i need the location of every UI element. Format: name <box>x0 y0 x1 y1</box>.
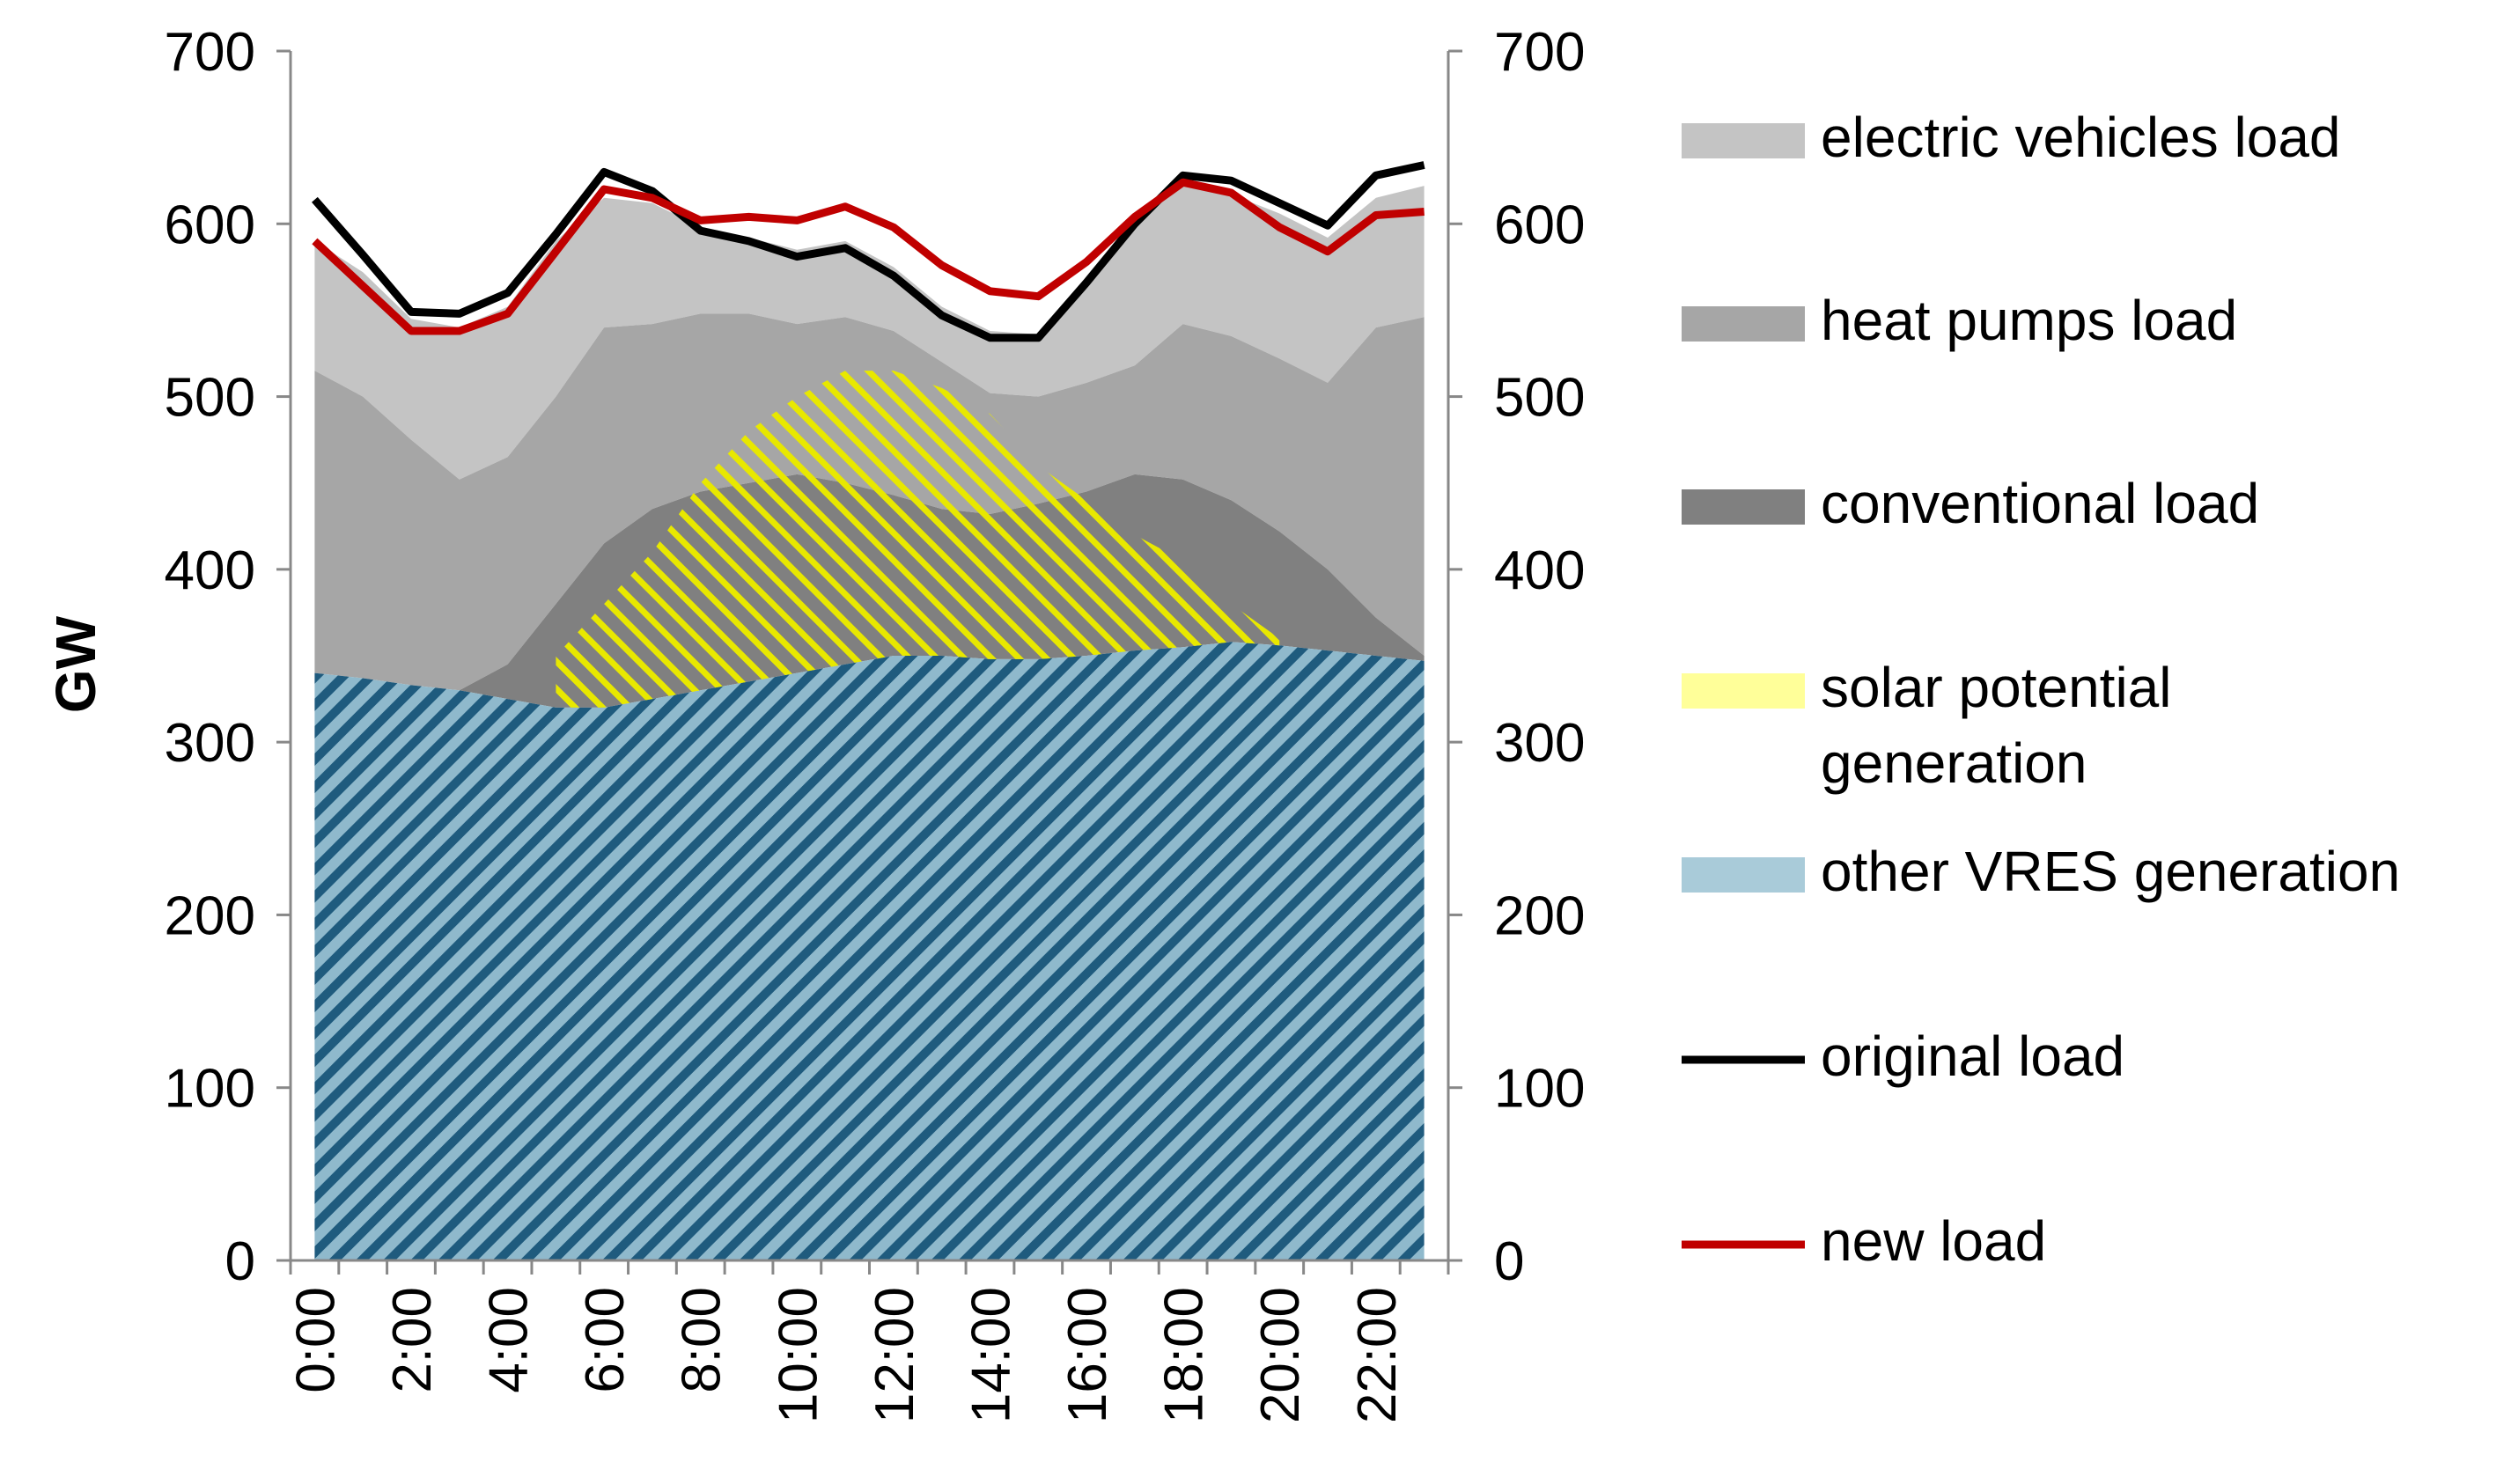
legend-item-new: new load <box>1682 1209 2046 1273</box>
y-tick-label-left: 600 <box>165 195 255 255</box>
legend: electric vehicles load heat pumps load con… <box>1682 106 2400 1273</box>
y-axis-label: GW <box>44 615 107 713</box>
y-tick-label-right: 700 <box>1494 22 1585 83</box>
legend-item-solar: solar potential generation <box>1682 656 2171 795</box>
y-tick-label-right: 100 <box>1494 1059 1585 1120</box>
y-tick-label-left: 200 <box>165 885 255 946</box>
y-tick-label-left: 700 <box>165 22 255 83</box>
x-tick-label: 22:00 <box>1347 1287 1408 1423</box>
legend-item-ev: electric vehicles load <box>1682 106 2341 169</box>
x-tick-label: 14:00 <box>961 1287 1022 1423</box>
legend-item-original: original load <box>1682 1025 2124 1088</box>
y-tick-label-left: 400 <box>165 540 255 601</box>
x-tick-label: 6:00 <box>575 1287 636 1393</box>
y-tick-label-left: 100 <box>165 1059 255 1120</box>
y-tick-label-right: 500 <box>1494 368 1585 429</box>
x-tick-label: 18:00 <box>1154 1287 1215 1423</box>
x-tick-label: 4:00 <box>479 1287 540 1393</box>
line-original-load <box>312 161 1425 342</box>
x-tick-label: 10:00 <box>768 1287 828 1423</box>
y-tick-label-right: 600 <box>1494 195 1585 255</box>
y-tick-label-right: 400 <box>1494 540 1585 601</box>
legend-item-vres: other VRES generation <box>1682 840 2400 903</box>
legend-item-hp: heat pumps load <box>1682 289 2237 352</box>
legend-swatch-ev <box>1682 123 1805 158</box>
x-tick-label: 8:00 <box>672 1287 733 1393</box>
x-tick-label: 20:00 <box>1250 1287 1311 1423</box>
plot-area <box>312 161 1425 1260</box>
legend-label-solar: generation <box>1821 731 2087 795</box>
legend-label-original: original load <box>1821 1025 2124 1088</box>
y-tick-label-right: 0 <box>1494 1231 1524 1292</box>
x-tick-label: 0:00 <box>285 1287 346 1393</box>
y-tick-label-left: 300 <box>165 713 255 774</box>
x-tick-label: 2:00 <box>382 1287 443 1393</box>
x-tick-label: 12:00 <box>865 1287 925 1423</box>
legend-swatch-conv <box>1682 489 1805 525</box>
legend-label-ev: electric vehicles load <box>1821 106 2341 169</box>
area-solar-potential-generation <box>556 371 1280 708</box>
legend-item-conv: conventional load <box>1682 472 2259 535</box>
area-other-vres-generation <box>314 642 1425 1260</box>
legend-swatch-solar <box>1682 673 1805 709</box>
line-new-load <box>312 178 1425 335</box>
legend-label-vres: other VRES generation <box>1821 840 2400 903</box>
y-tick-label-right: 300 <box>1494 713 1585 774</box>
area-electric-vehicles-load <box>314 180 1425 480</box>
y-tick-label-left: 500 <box>165 368 255 429</box>
x-tick-label: 16:00 <box>1057 1287 1118 1423</box>
legend-label-solar: solar potential <box>1821 656 2171 719</box>
legend-swatch-vres <box>1682 857 1805 893</box>
y-tick-label-right: 200 <box>1494 885 1585 946</box>
area-heat-pumps-load <box>314 313 1425 691</box>
legend-label-hp: heat pumps load <box>1821 289 2237 352</box>
legend-swatch-hp <box>1682 306 1805 342</box>
legend-label-new: new load <box>1821 1209 2046 1273</box>
legend-label-conv: conventional load <box>1821 472 2259 535</box>
y-tick-label-left: 0 <box>225 1231 255 1292</box>
axes: 0 100 200 300 400 500 600 700 0 100 200 300 400 500 60… <box>165 22 1586 1423</box>
